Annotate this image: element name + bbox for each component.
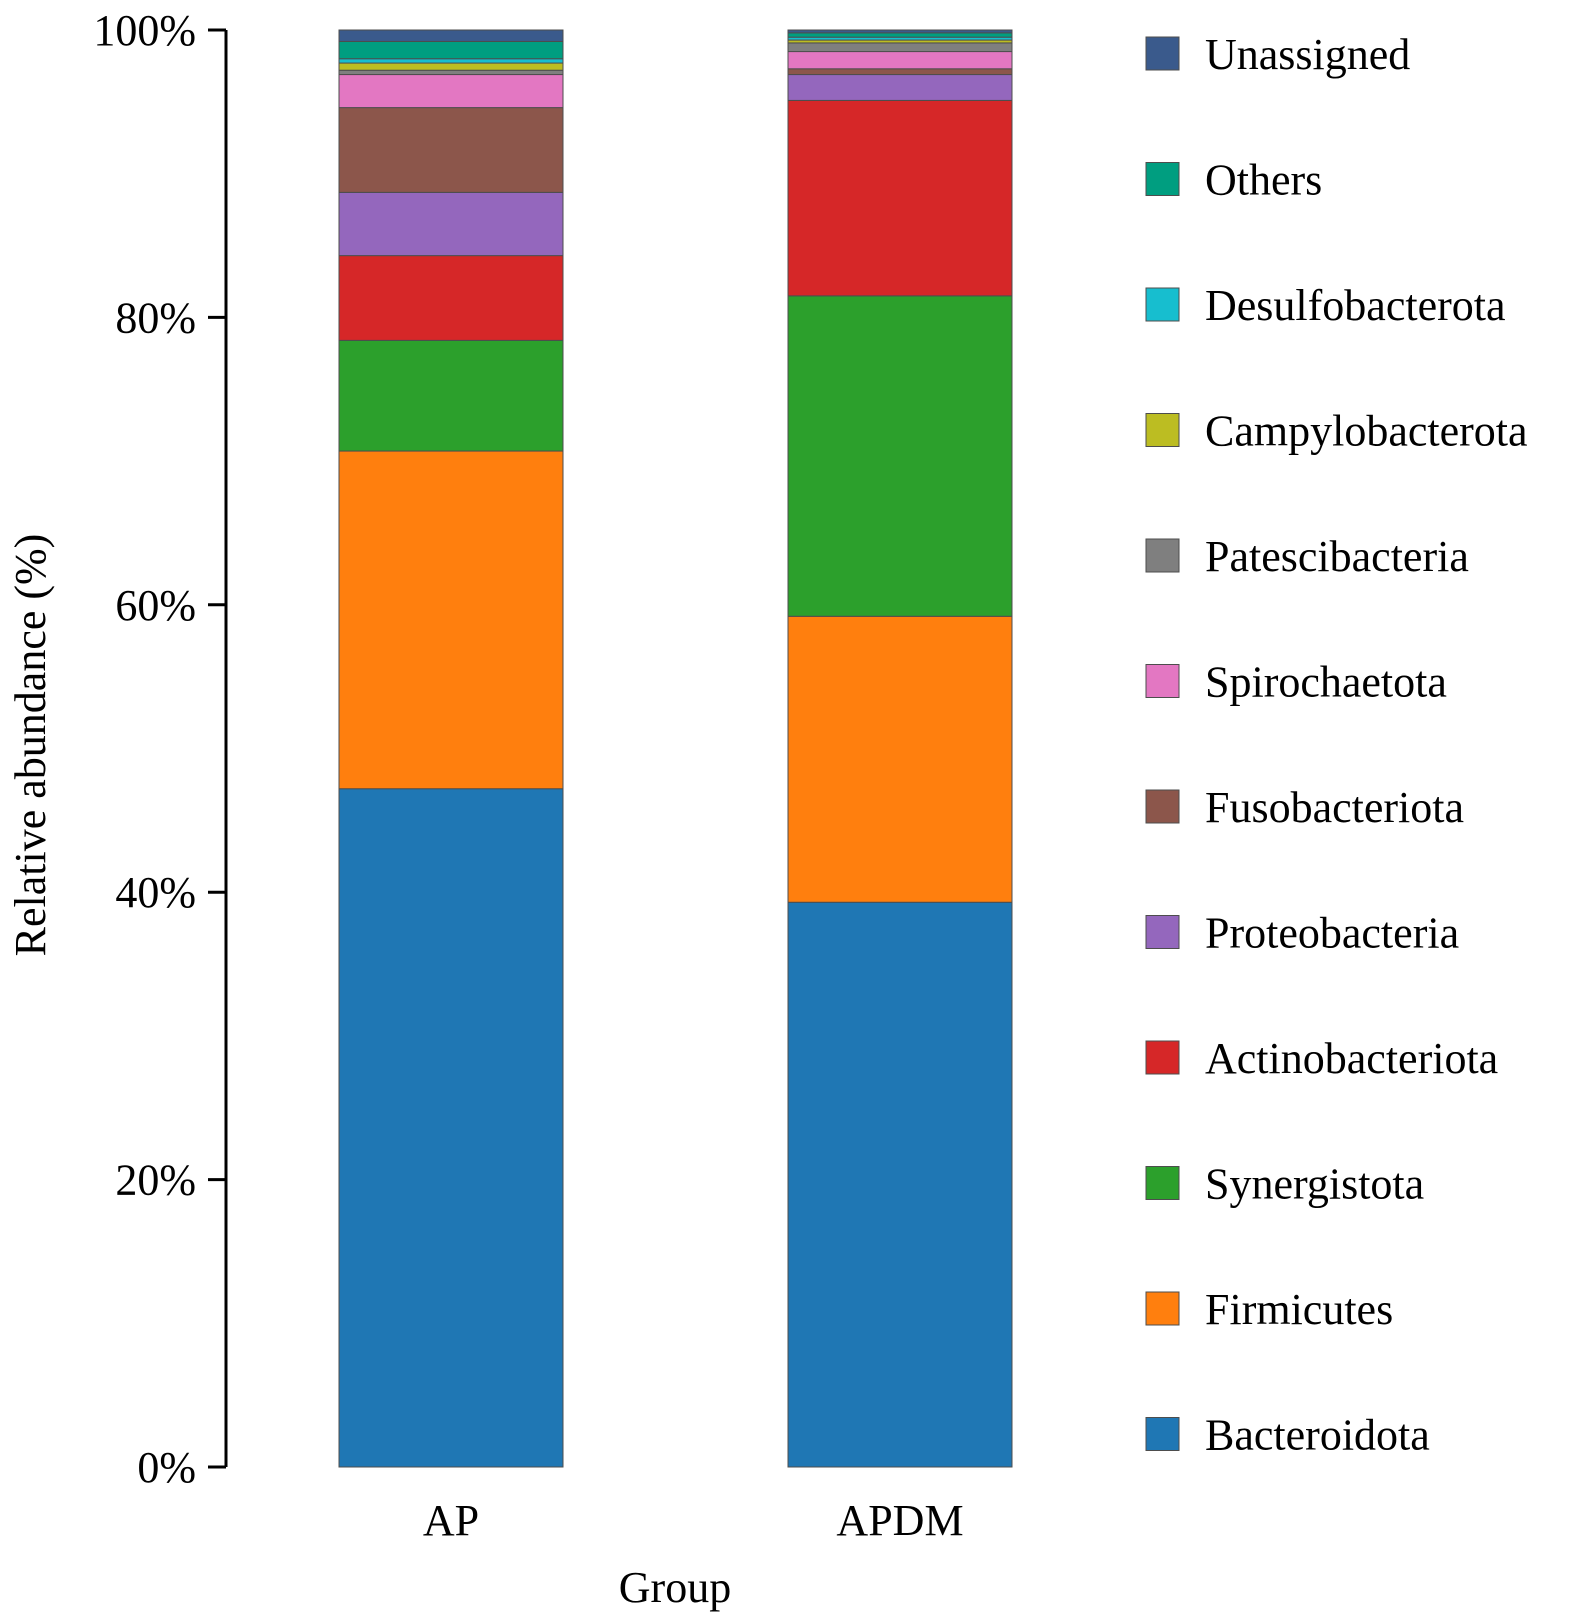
legend-swatch [1145,1040,1180,1075]
y-axis-title: Relative abundance (%) [6,534,55,957]
bar-segment-ap-spirochaetota [338,74,564,109]
bar-segment-apdm-unassigned [787,29,1013,34]
legend: Unassigned Others Desulfobacterota Campylob… [1145,30,1528,1460]
legend-swatch [1145,1417,1180,1451]
y-tick-label: 20% [115,1156,196,1205]
bar-segment-ap-actinobacteriota [338,255,564,341]
legend-label: Bacteroidota [1205,1411,1430,1460]
legend-label: Synergistota [1205,1160,1424,1209]
bar-segment-apdm-spirochaetota [787,51,1013,70]
y-tick-label: 40% [115,868,196,917]
y-tick-label: 60% [115,581,196,630]
legend-label: Patescibacteria [1205,532,1469,581]
bar-segment-ap-fusobacteriota [338,107,564,193]
y-tick-label: 80% [115,293,196,342]
bar-segment-apdm-firmicutes [787,615,1013,903]
bar-segment-ap-synergistota [338,339,564,452]
legend-swatch [1145,36,1180,71]
bar-segment-ap-desulfobacterota [338,58,564,64]
bar-segment-ap-firmicutes [338,450,564,790]
legend-swatch [1145,1166,1180,1200]
legend-swatch [1145,1291,1180,1326]
bar-segment-ap-proteobacteria [338,191,564,257]
bar-segment-ap-others [338,40,564,60]
bar-segment-apdm-proteobacteria [787,74,1013,101]
bar-segment-apdm-patescibacteria [787,42,1013,53]
bar-segment-ap-campylobacterota [338,62,564,71]
legend-label: Campylobacterota [1205,407,1528,456]
bar-segment-apdm-bacteroidota [787,901,1013,1468]
bar-segment-apdm-fusobacteriota [787,68,1013,76]
bar-segment-ap-patescibacteria [338,69,564,76]
legend-swatch [1145,664,1180,698]
x-category-label: APDM [836,1496,963,1545]
legend-label: Fusobacteriota [1205,783,1464,832]
legend-label: Desulfobacterota [1205,281,1506,330]
legend-swatch [1145,413,1180,447]
legend-label: Actinobacteriota [1205,1034,1498,1083]
x-axis-title: Group [619,1563,731,1612]
y-tick-label: 100% [93,6,196,55]
legend-swatch [1145,915,1180,949]
legend-label: Firmicutes [1205,1285,1393,1334]
bar-segment-ap-bacteroidota [338,788,564,1468]
legend-label: Proteobacteria [1205,909,1459,958]
x-category-labels: AP APDM [423,1496,964,1545]
y-axis: 0% 20% 40% 60% 80% 100% [93,6,228,1492]
legend-label: Others [1205,156,1322,205]
bar-segment-apdm-synergistota [787,295,1013,617]
legend-swatch [1145,287,1180,322]
legend-label: Spirochaetota [1205,658,1447,707]
bar-segment-ap-unassigned [338,29,564,42]
bars-group [338,29,1013,1468]
legend-swatch [1145,789,1180,824]
legend-label: Unassigned [1205,30,1410,79]
x-category-label: AP [423,1496,479,1545]
bar-segment-apdm-others [787,32,1013,38]
bar-segment-apdm-actinobacteriota [787,99,1013,297]
y-tick-label: 0% [137,1443,196,1492]
legend-swatch [1145,538,1180,573]
legend-swatch [1145,162,1180,196]
